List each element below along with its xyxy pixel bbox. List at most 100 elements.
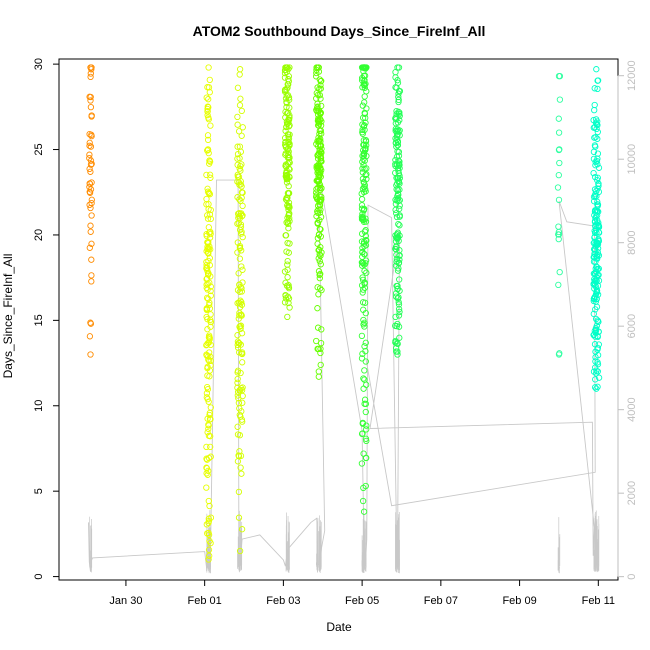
data-point xyxy=(234,392,241,399)
data-point xyxy=(238,285,245,292)
data-point xyxy=(203,232,210,240)
data-point xyxy=(363,64,370,71)
data-point xyxy=(317,261,324,268)
data-point xyxy=(86,139,93,146)
data-point xyxy=(239,266,246,273)
data-point xyxy=(361,299,369,306)
y-tick-label: 30 xyxy=(33,58,45,70)
data-point xyxy=(286,112,293,119)
data-point xyxy=(204,415,211,422)
y2-tick-label: 10000 xyxy=(626,144,638,175)
data-point xyxy=(239,124,246,131)
y2-tick-label: 0 xyxy=(626,574,638,580)
data-point xyxy=(396,252,403,259)
data-point xyxy=(236,547,244,555)
data-point xyxy=(234,367,242,374)
y-tick-label: 10 xyxy=(33,400,45,412)
data-point xyxy=(395,96,402,104)
data-point xyxy=(361,400,368,407)
x-tick-label: Jan 30 xyxy=(109,595,142,607)
data-point xyxy=(362,171,369,179)
data-point xyxy=(238,132,245,139)
data-point xyxy=(204,147,211,154)
data-point xyxy=(86,154,93,162)
data-point xyxy=(205,425,212,432)
data-point xyxy=(359,102,366,109)
data-point xyxy=(87,186,95,193)
data-point xyxy=(556,96,564,103)
data-point xyxy=(358,196,366,203)
data-point xyxy=(234,84,242,91)
data-point xyxy=(236,340,243,347)
data-point xyxy=(206,157,213,164)
data-point xyxy=(396,110,403,118)
data-point xyxy=(315,122,322,129)
data-point xyxy=(592,222,599,230)
data-point xyxy=(313,95,320,102)
data-point xyxy=(315,255,322,262)
data-point xyxy=(237,162,244,170)
data-point xyxy=(204,132,212,139)
data-point xyxy=(592,158,599,166)
data-point xyxy=(358,259,366,266)
data-point xyxy=(286,304,293,311)
data-point xyxy=(203,171,210,179)
data-point xyxy=(206,76,213,84)
data-point xyxy=(594,344,601,352)
data-point xyxy=(88,256,95,263)
data-point xyxy=(238,194,245,201)
data-point xyxy=(206,409,214,417)
data-point xyxy=(237,464,244,471)
data-point xyxy=(203,456,211,463)
data-point xyxy=(317,109,325,116)
data-point xyxy=(284,257,291,265)
data-point xyxy=(393,186,400,193)
plot-frame xyxy=(58,58,619,581)
data-point xyxy=(555,146,563,154)
data-point xyxy=(86,130,93,138)
data-point xyxy=(592,370,600,377)
data-point xyxy=(239,233,246,241)
data-point xyxy=(87,103,95,111)
data-point xyxy=(361,279,368,286)
data-point xyxy=(556,159,563,167)
data-point xyxy=(234,379,241,386)
data-point xyxy=(394,77,401,84)
data-point xyxy=(595,182,602,190)
data-point xyxy=(236,432,244,439)
data-point xyxy=(281,69,289,77)
data-point xyxy=(317,198,324,205)
data-point xyxy=(205,357,213,365)
data-point xyxy=(87,97,94,104)
data-point xyxy=(205,398,212,405)
data-point xyxy=(207,311,214,318)
data-point xyxy=(396,205,403,213)
data-point xyxy=(315,206,322,213)
data-point xyxy=(363,165,370,172)
data-point xyxy=(282,279,289,286)
data-point xyxy=(204,212,211,219)
data-point xyxy=(317,213,325,221)
data-point xyxy=(392,196,399,203)
data-point xyxy=(87,73,94,81)
chart-title: ATOM2 Southbound Days_Since_FireInf_All xyxy=(193,23,486,39)
data-point xyxy=(361,251,368,258)
data-point xyxy=(317,361,324,369)
data-point xyxy=(205,454,213,462)
data-point xyxy=(204,188,212,195)
data-point xyxy=(235,514,243,521)
data-point xyxy=(281,74,289,81)
data-point xyxy=(285,225,292,232)
data-point xyxy=(363,381,370,388)
data-point xyxy=(236,143,244,150)
data-point xyxy=(234,155,241,162)
data-point xyxy=(238,107,245,115)
data-point xyxy=(555,231,562,238)
data-point xyxy=(315,68,323,75)
data-point xyxy=(238,263,245,270)
data-point xyxy=(395,301,403,308)
data-point xyxy=(359,249,366,256)
data-point xyxy=(313,337,320,345)
data-point xyxy=(237,284,244,291)
data-point xyxy=(203,294,211,302)
